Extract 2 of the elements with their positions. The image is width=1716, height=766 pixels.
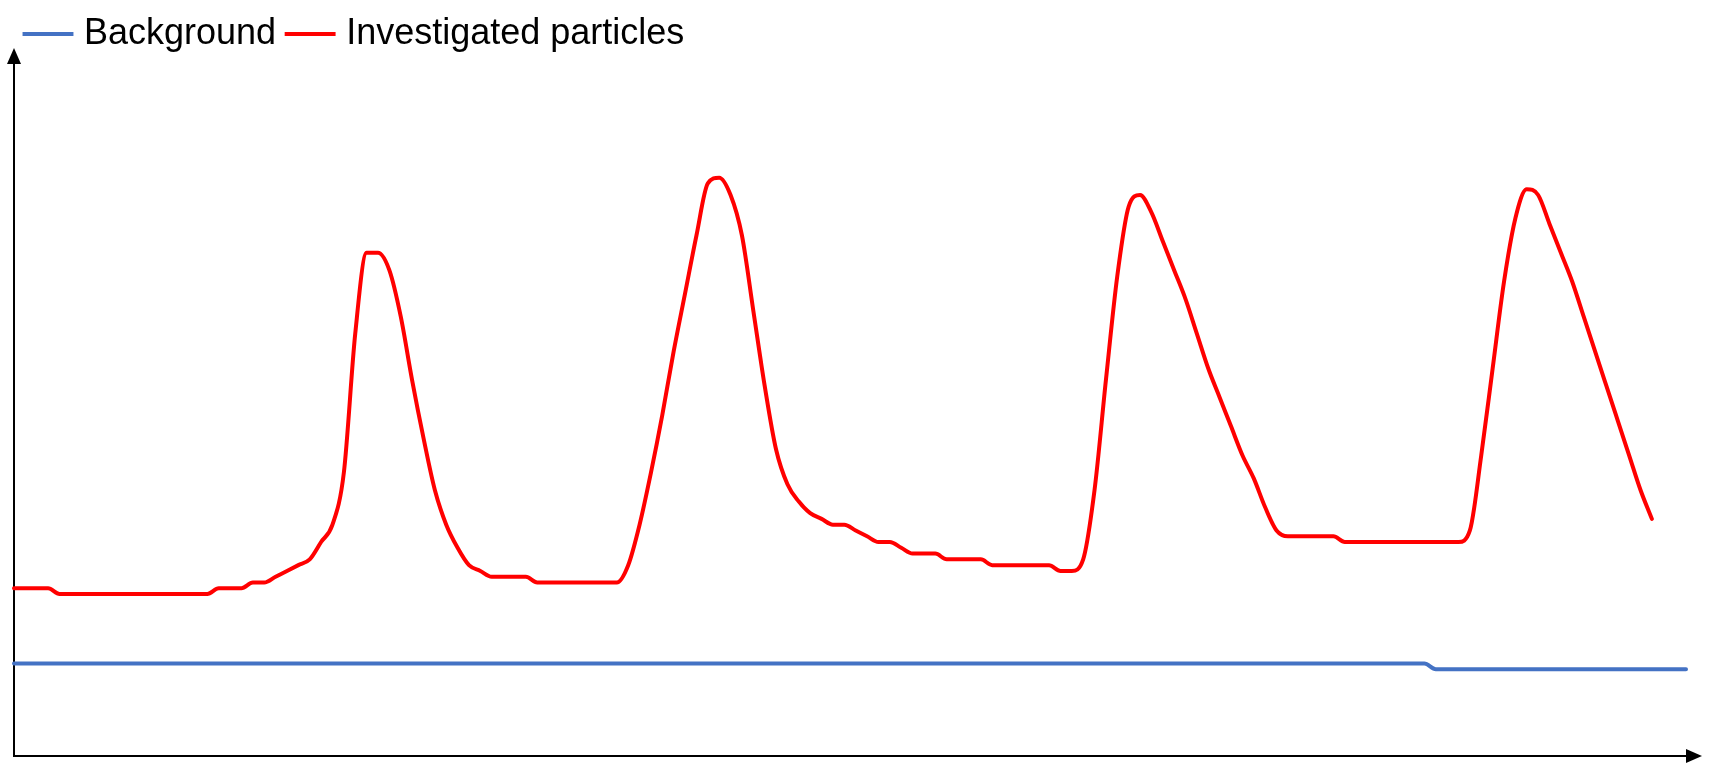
legend-label: Investigated particles — [346, 10, 685, 52]
legend-label: Background — [84, 10, 277, 52]
